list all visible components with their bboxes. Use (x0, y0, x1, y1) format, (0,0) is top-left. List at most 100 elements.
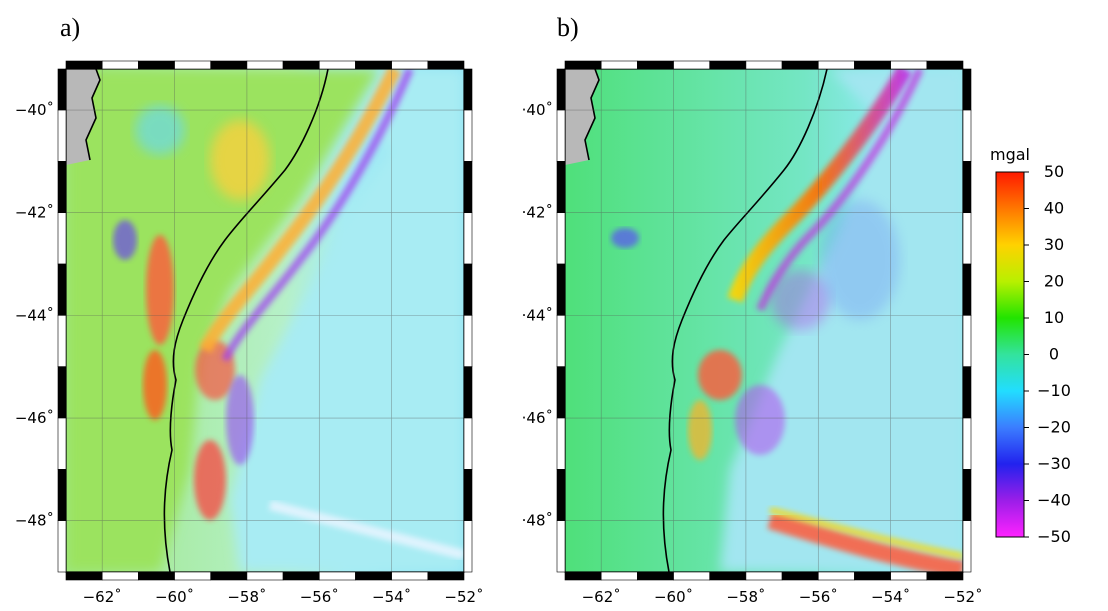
panel-b-shelf-ridge (727, 69, 912, 303)
panel-a-frame-segment (174, 571, 212, 581)
panel-b-frame-segment (564, 60, 602, 70)
panel-a-anomaly (135, 105, 185, 155)
colorbar-scale (995, 171, 1025, 538)
colorbar-tick-label: 10 (1044, 308, 1064, 327)
panel-a-frame-segment (57, 469, 67, 521)
panel-b-anomaly (735, 385, 785, 455)
panel-b-escarpment (767, 511, 963, 572)
panel-b-x-tick-label: −56˚ (799, 588, 838, 606)
panel-a-x-tick-label: −56˚ (300, 588, 339, 606)
panel-b-y-tick-label: ·48˚ (522, 512, 553, 530)
panel-a-frame-segment (463, 315, 473, 367)
panel-a-frame-segment (57, 212, 67, 265)
panel-a-frame-segment (138, 60, 175, 70)
panel-b-x-tick-label: −60˚ (654, 588, 693, 606)
panel-b-frame-segment (962, 469, 972, 521)
panel-b-frame-segment (890, 60, 928, 70)
panel-a-x-ticks: −62˚ −60˚ −58˚ −56˚ −54˚ −52˚ (83, 588, 484, 606)
panel-b-frame-segment (556, 315, 566, 367)
panel-a-x-tick-label: −54˚ (372, 588, 411, 606)
panel-b-frame-segment (962, 315, 972, 367)
panel-b-anomaly (688, 400, 712, 460)
panel-b-frame-segment (637, 571, 674, 581)
panel-a-escarpment (268, 500, 464, 560)
panel-b-frame-segment (709, 60, 747, 70)
panel-a-frame-segment (463, 212, 473, 265)
panel-b-frame-segment (962, 68, 972, 111)
panel-b-frame-segment (556, 469, 566, 521)
panel-a-frame-segment (318, 571, 356, 581)
panel-a-y-tick-label: −46˚ (15, 409, 54, 427)
panel-b-frame-segment (556, 212, 566, 265)
panel-a-shelf (66, 69, 380, 572)
colorbar-tick-label: 20 (1044, 272, 1064, 291)
panel-a-frame-segment (427, 571, 465, 581)
colorbar-tick-label: 40 (1044, 199, 1064, 218)
panel-a-anomaly (113, 220, 137, 260)
panel-a-frame-segment (65, 571, 103, 581)
panel-b-deep-ocean (720, 69, 963, 572)
panel-b-anomaly (611, 228, 639, 248)
panel-b-x-tick-label: −52˚ (943, 588, 982, 606)
panel-b-frame-segment (600, 60, 638, 70)
panel-b-frame-segment (817, 571, 855, 581)
panel-b-frame-segment (962, 161, 972, 214)
panel-a-frame-segment (463, 109, 473, 162)
panel-a-anomaly (146, 235, 174, 345)
panel-a-frame-segment (463, 161, 473, 214)
panel-b-y-tick-label: ·42˚ (522, 204, 553, 222)
panel-a-frame-segment (57, 315, 67, 367)
panel-a-y-tick-label: −48˚ (15, 512, 54, 530)
panel-a-isobath (163, 69, 329, 572)
colorbar-tick-label: −20 (1037, 418, 1071, 437)
panel-b-escarpment-highlight (769, 507, 963, 559)
panel-a-y-tick-label: −42˚ (15, 204, 54, 222)
panel-a-border (57, 60, 473, 581)
panel-a-frame-segment (282, 571, 320, 581)
panel-a-frame-segment (138, 571, 175, 581)
panel-b-label: b) (557, 13, 579, 42)
panel-a-y-tick-label: −40˚ (15, 101, 54, 119)
panel-a-frame-segment (463, 366, 473, 419)
panel-a-frame-segment (246, 60, 284, 70)
panel-a-land (66, 69, 100, 165)
panel-a-shelf-trough (221, 69, 414, 362)
panel-a-frame-segment (391, 571, 429, 581)
panel-a-anomaly (210, 120, 270, 200)
panel-b-y-tick-label: ·46˚ (522, 409, 553, 427)
panel-b-frame-segment (926, 571, 964, 581)
panel-a-frame-segment (57, 417, 67, 470)
panel-b-map: −62˚ −60˚ −58˚ −56˚ −54˚ −52˚ ·40˚ ·42˚ ·44˚ ·46… (522, 60, 983, 606)
panel-b-x-tick-label: −58˚ (726, 588, 765, 606)
colorbar: mgal 50 40 30 20 10 0 −10 −20 −30 −40 −50 (990, 145, 1071, 546)
colorbar-tick-label: 50 (1044, 162, 1064, 181)
panel-b-x-tick-label: −62˚ (582, 588, 621, 606)
panel-a-y-ticks: −40˚ −42˚ −44˚ −46˚ −48˚ (15, 101, 54, 530)
panel-b-frame-segment (673, 60, 711, 70)
colorbar-tick-label: −50 (1037, 527, 1071, 546)
panel-a-frame-segment (174, 60, 212, 70)
panel-a-shelf-ridge (198, 69, 402, 354)
panel-a-deep-ocean (230, 69, 464, 572)
panel-a-frame-segment (101, 571, 139, 581)
panel-a-frame-segment (57, 161, 67, 214)
panel-b-frame-segment (556, 109, 566, 162)
panel-a-anomaly (226, 375, 254, 465)
panel-a-x-tick-label: −52˚ (444, 588, 483, 606)
panel-a-coastline (85, 69, 101, 161)
panel-a-frame-segment (57, 109, 67, 162)
panel-b-frame-segment (673, 571, 711, 581)
panel-a-x-tick-label: −62˚ (83, 588, 122, 606)
panel-b-frame-segment (709, 571, 747, 581)
panel-a-frame-segment (101, 60, 139, 70)
panel-a-anomaly (143, 350, 167, 420)
panel-b-frame-segment (556, 520, 566, 573)
panel-a-frame-segment (463, 520, 473, 573)
panel-b-frame-segment (556, 161, 566, 214)
colorbar-unit: mgal (990, 145, 1030, 164)
panel-b-frame-segment (890, 571, 928, 581)
panel-a-grid (66, 69, 464, 572)
panel-b-anomaly (820, 200, 900, 320)
colorbar-tick-label: 0 (1049, 345, 1059, 364)
